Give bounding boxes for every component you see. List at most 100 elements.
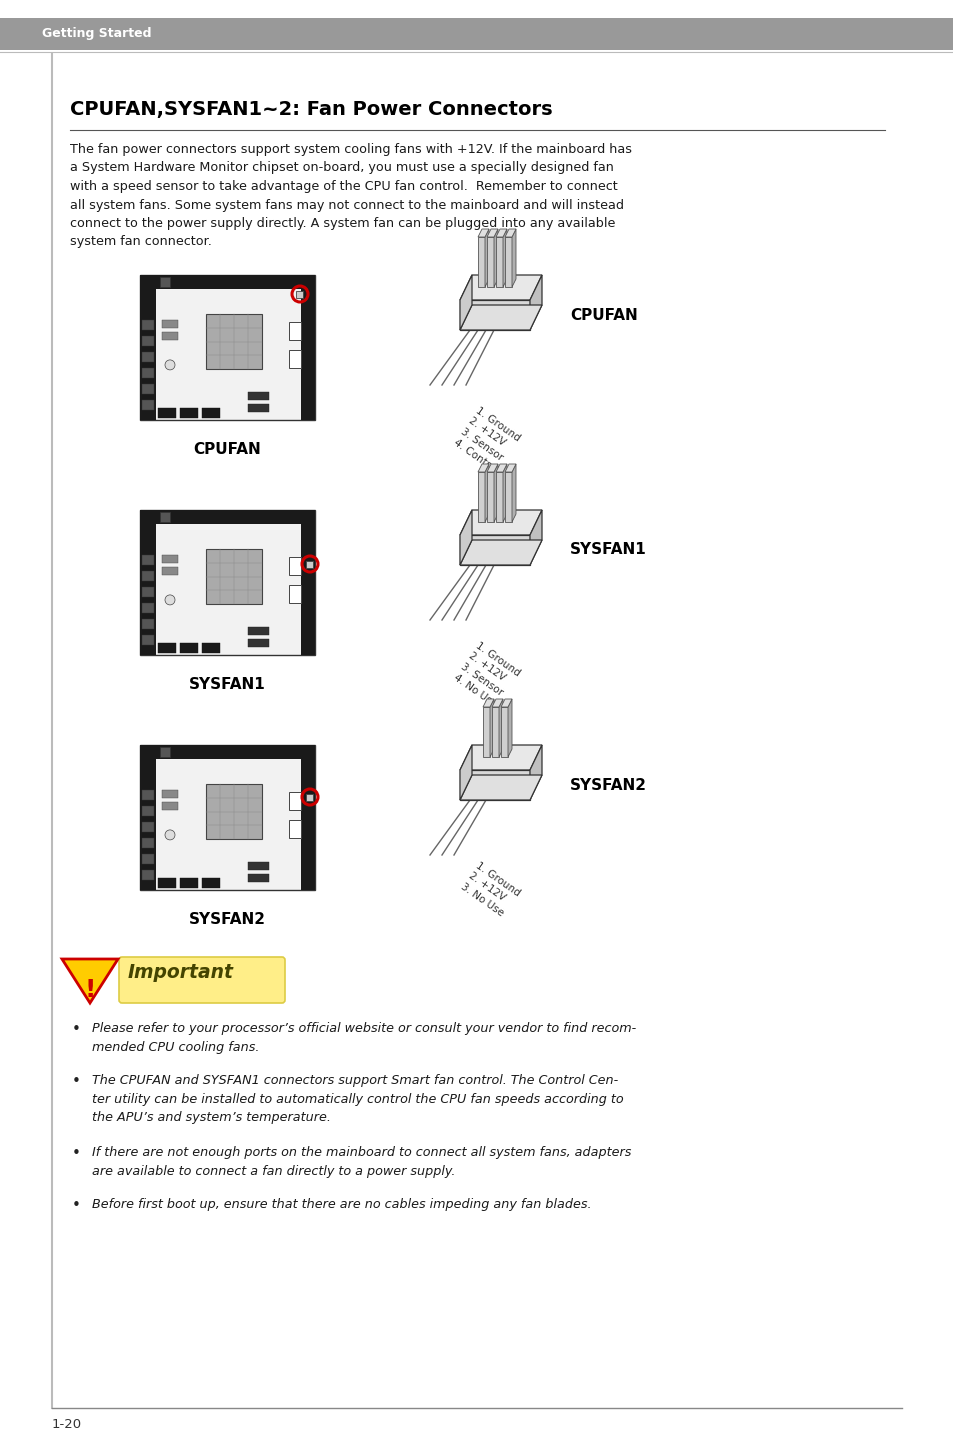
Bar: [301, 275, 314, 420]
Polygon shape: [459, 299, 530, 329]
Text: •: •: [71, 1146, 81, 1161]
Bar: [296, 291, 303, 298]
Polygon shape: [512, 229, 516, 286]
Polygon shape: [530, 275, 541, 329]
Bar: [306, 560, 314, 567]
Bar: [162, 332, 178, 341]
Text: If there are not enough ports on the mainboard to connect all system fans, adapt: If there are not enough ports on the mai…: [91, 1146, 631, 1177]
Polygon shape: [492, 699, 502, 707]
Bar: [140, 275, 314, 420]
Polygon shape: [477, 464, 489, 473]
Text: SYSFAN1: SYSFAN1: [569, 543, 646, 557]
Text: •: •: [71, 1199, 81, 1213]
Bar: [180, 408, 198, 418]
Polygon shape: [502, 464, 506, 523]
Bar: [142, 619, 153, 629]
Polygon shape: [486, 229, 497, 238]
Bar: [140, 510, 314, 654]
Polygon shape: [494, 464, 497, 523]
Bar: [142, 587, 153, 597]
Bar: [162, 321, 178, 328]
Polygon shape: [496, 473, 502, 523]
Polygon shape: [459, 305, 541, 329]
Text: Before first boot up, ensure that there are no cables impeding any fan blades.: Before first boot up, ensure that there …: [91, 1199, 591, 1211]
Polygon shape: [507, 699, 512, 758]
Bar: [142, 871, 153, 881]
Polygon shape: [459, 510, 541, 536]
Polygon shape: [486, 464, 497, 473]
Bar: [306, 793, 314, 800]
Text: SYSFAN2: SYSFAN2: [569, 778, 646, 792]
Bar: [162, 556, 178, 563]
Text: •: •: [71, 1074, 81, 1088]
Polygon shape: [502, 229, 506, 286]
Bar: [180, 878, 198, 888]
Bar: [142, 634, 153, 644]
Polygon shape: [459, 510, 472, 566]
Circle shape: [165, 831, 174, 841]
Bar: [248, 874, 269, 882]
Polygon shape: [504, 473, 512, 523]
Polygon shape: [477, 229, 489, 238]
Bar: [162, 567, 178, 576]
Polygon shape: [459, 745, 541, 770]
Polygon shape: [496, 238, 502, 286]
Polygon shape: [459, 540, 541, 566]
Polygon shape: [496, 464, 506, 473]
Bar: [142, 400, 153, 410]
Bar: [289, 821, 301, 838]
Polygon shape: [484, 229, 489, 286]
Bar: [289, 557, 301, 576]
Bar: [142, 319, 153, 329]
Text: CPUFAN: CPUFAN: [569, 308, 638, 322]
Text: CPUFAN,SYSFAN1~2: Fan Power Connectors: CPUFAN,SYSFAN1~2: Fan Power Connectors: [70, 100, 552, 119]
Polygon shape: [477, 473, 484, 523]
Bar: [289, 349, 301, 368]
Text: Please refer to your processor’s official website or consult your vendor to find: Please refer to your processor’s officia…: [91, 1022, 636, 1054]
Polygon shape: [530, 745, 541, 800]
Bar: [158, 878, 175, 888]
Bar: [206, 314, 261, 369]
Bar: [202, 408, 220, 418]
Polygon shape: [62, 959, 118, 1002]
Polygon shape: [504, 464, 516, 473]
Bar: [160, 748, 170, 758]
Bar: [140, 745, 314, 891]
Polygon shape: [459, 745, 472, 800]
Bar: [160, 513, 170, 523]
Bar: [248, 862, 269, 871]
Bar: [301, 745, 314, 891]
Bar: [142, 806, 153, 816]
Bar: [202, 643, 220, 653]
Bar: [142, 352, 153, 362]
Polygon shape: [459, 275, 541, 299]
Bar: [140, 745, 156, 891]
Bar: [248, 627, 269, 634]
Polygon shape: [500, 699, 512, 707]
Polygon shape: [486, 238, 494, 286]
Text: 1. Ground
2. +12V
3. No Use: 1. Ground 2. +12V 3. No Use: [458, 861, 522, 919]
Polygon shape: [530, 510, 541, 566]
Bar: [206, 785, 261, 839]
FancyBboxPatch shape: [119, 957, 285, 1002]
Bar: [140, 510, 314, 524]
Polygon shape: [482, 699, 494, 707]
Polygon shape: [482, 707, 490, 758]
Bar: [140, 275, 156, 420]
Polygon shape: [500, 707, 507, 758]
Bar: [142, 368, 153, 378]
Bar: [248, 392, 269, 400]
Polygon shape: [459, 536, 530, 566]
Bar: [202, 878, 220, 888]
Bar: [142, 384, 153, 394]
Text: SYSFAN1: SYSFAN1: [189, 677, 265, 692]
Bar: [158, 643, 175, 653]
Text: 1. Ground
2. +12V
3. Sensor
4. No Use: 1. Ground 2. +12V 3. Sensor 4. No Use: [451, 640, 522, 710]
Circle shape: [165, 594, 174, 604]
Polygon shape: [498, 699, 502, 758]
Bar: [142, 790, 153, 800]
Bar: [206, 548, 261, 604]
Polygon shape: [504, 238, 512, 286]
Polygon shape: [477, 238, 484, 286]
Polygon shape: [492, 707, 498, 758]
